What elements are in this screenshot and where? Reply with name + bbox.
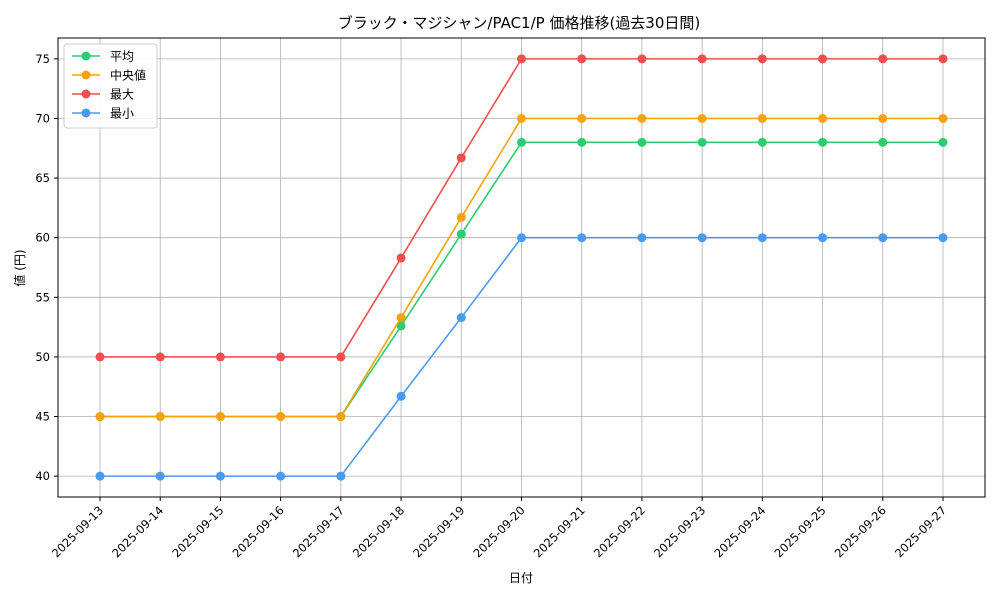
data-point	[517, 113, 526, 123]
data-point	[637, 233, 647, 243]
x-axis: 2025-09-13 2025-09-14 2025-09-15 2025-09-16…	[49, 497, 949, 560]
data-point	[818, 54, 828, 64]
data-point	[396, 313, 406, 323]
x-tick-label: 2025-09-17	[290, 503, 347, 560]
data-point	[757, 54, 767, 64]
data-point	[757, 233, 767, 243]
y-tick-label: 45	[35, 410, 50, 424]
legend-label: 中央値	[110, 68, 146, 83]
data-point	[336, 352, 346, 362]
chart-title: ブラック・マジシャン/PAC1/P 価格推移(過去30日間)	[338, 14, 701, 32]
x-tick-label: 2025-09-15	[169, 503, 226, 560]
legend-swatch-marker	[81, 108, 91, 118]
legend-label: 平均	[110, 50, 134, 64]
data-point	[215, 412, 225, 422]
legend-swatch-marker	[81, 89, 91, 99]
x-tick-label: 2025-09-14	[109, 503, 166, 560]
data-point	[396, 391, 406, 401]
x-tick-label: 2025-09-19	[410, 503, 467, 560]
data-point	[757, 137, 767, 147]
data-point	[95, 471, 105, 481]
data-point	[878, 233, 888, 243]
legend-box	[63, 43, 158, 129]
data-point	[697, 233, 707, 243]
data-point	[818, 233, 828, 243]
x-tick-label: 2025-09-26	[832, 503, 889, 560]
data-point	[95, 352, 105, 362]
data-point	[878, 54, 888, 64]
data-point	[637, 113, 647, 123]
data-point	[577, 233, 587, 243]
data-point	[818, 113, 828, 123]
series-1	[95, 113, 948, 422]
data-point	[878, 113, 888, 123]
x-tick-label: 2025-09-21	[531, 503, 588, 560]
x-tick-label: 2025-09-27	[892, 503, 949, 560]
x-axis-label: 日付	[509, 571, 533, 585]
x-tick-label: 2025-09-24	[711, 503, 768, 560]
data-point	[938, 113, 948, 123]
data-point	[155, 471, 165, 481]
y-tick-label: 75	[35, 52, 50, 66]
x-tick-label: 2025-09-23	[651, 503, 708, 560]
y-tick-label: 65	[35, 171, 50, 185]
data-point	[577, 137, 587, 147]
legend-label: 最小	[110, 107, 134, 121]
legend-swatch-marker	[81, 51, 91, 61]
data-point	[276, 412, 286, 422]
y-tick-label: 70	[35, 111, 50, 125]
data-point	[95, 412, 105, 422]
data-point	[456, 229, 466, 239]
data-point	[757, 113, 767, 123]
x-tick-label: 2025-09-18	[350, 503, 407, 560]
data-point	[517, 137, 526, 147]
data-point	[456, 153, 466, 163]
data-point	[697, 137, 707, 147]
grid	[58, 38, 985, 497]
y-tick-label: 55	[35, 290, 50, 304]
data-point	[396, 253, 406, 263]
data-point	[456, 212, 466, 222]
data-point	[938, 54, 948, 64]
legend-label: 最大	[110, 88, 134, 102]
data-point	[155, 412, 165, 422]
data-point	[938, 137, 948, 147]
data-point	[697, 113, 707, 123]
legend-swatch-marker	[81, 70, 91, 80]
data-point	[577, 113, 587, 123]
series-2	[95, 54, 948, 362]
x-tick-label: 2025-09-25	[772, 503, 829, 560]
data-point	[517, 54, 526, 64]
data-point	[637, 137, 647, 147]
data-point	[697, 54, 707, 64]
series-3	[95, 233, 948, 481]
x-tick-label: 2025-09-13	[49, 503, 106, 560]
y-axis: 40 45 50 55 60 65 70 75	[35, 52, 58, 483]
data-point	[818, 137, 828, 147]
data-point	[396, 321, 406, 331]
data-point	[155, 352, 165, 362]
data-point	[276, 471, 286, 481]
x-tick-label: 2025-09-16	[230, 503, 287, 560]
y-tick-label: 50	[35, 350, 50, 364]
data-point	[336, 471, 346, 481]
x-tick-label: 2025-09-20	[470, 503, 527, 560]
data-point	[878, 137, 888, 147]
x-tick-label: 2025-09-22	[591, 503, 648, 560]
data-point	[215, 471, 225, 481]
series-group	[95, 54, 948, 481]
data-point	[577, 54, 587, 64]
data-point	[215, 352, 225, 362]
data-point	[938, 233, 948, 243]
data-point	[276, 352, 286, 362]
data-point	[456, 313, 466, 323]
data-point	[637, 54, 647, 64]
y-axis-label: 値 (円)	[12, 249, 27, 286]
y-tick-label: 60	[35, 231, 50, 245]
data-point	[517, 233, 526, 243]
y-tick-label: 40	[35, 469, 50, 483]
data-point	[336, 412, 346, 422]
